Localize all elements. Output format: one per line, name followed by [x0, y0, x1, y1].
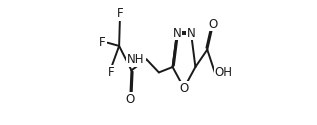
Text: O: O	[179, 82, 189, 94]
Text: O: O	[209, 18, 218, 30]
Text: O: O	[126, 93, 135, 106]
Text: NH: NH	[127, 53, 145, 66]
Text: N: N	[172, 26, 181, 40]
Text: F: F	[107, 66, 114, 79]
Text: F: F	[117, 7, 123, 20]
Text: F: F	[99, 36, 106, 49]
Text: N: N	[187, 26, 195, 40]
Text: OH: OH	[215, 66, 233, 79]
